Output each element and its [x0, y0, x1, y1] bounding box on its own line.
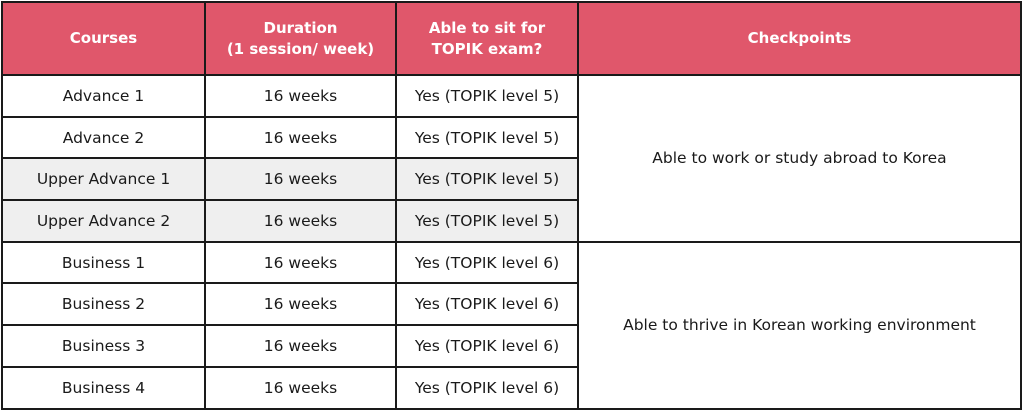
- topik-cell: Yes (TOPIK level 5): [395, 115, 579, 160]
- table-row: Business 3 16 weeks Yes (TOPIK level 6): [1, 324, 1021, 368]
- table-row: Upper Advance 2 16 weeks Yes (TOPIK level …: [1, 199, 1021, 243]
- header-courses: Courses: [1, 1, 206, 76]
- checkpoint-cell: Able to thrive in Korean working environ…: [577, 240, 1022, 410]
- header-checkpoints: Checkpoints: [577, 1, 1022, 76]
- course-cell: Advance 2: [1, 115, 206, 160]
- header-topik-line2: TOPIK exam?: [431, 39, 543, 58]
- course-cell: Upper Advance 2: [1, 199, 206, 243]
- course-cell: Business 1: [1, 240, 206, 285]
- topik-cell: Yes (TOPIK level 6): [395, 365, 579, 410]
- topik-cell: Yes (TOPIK level 5): [395, 199, 579, 243]
- duration-cell: 16 weeks: [204, 365, 397, 410]
- course-cell: Business 4: [1, 365, 206, 410]
- table-row: Business 1 16 weeks Yes (TOPIK level 6) Abl…: [1, 240, 1022, 410]
- duration-cell: 16 weeks: [204, 324, 397, 368]
- header-topik-line1: Able to sit for: [428, 18, 546, 37]
- topik-cell: Yes (TOPIK level 6): [395, 240, 579, 285]
- course-cell: Advance 1: [1, 74, 206, 118]
- header-row: Courses Duration (1 session/ week) Able t…: [1, 1, 1022, 76]
- duration-cell: 16 weeks: [204, 74, 397, 118]
- duration-cell: 16 weeks: [204, 282, 397, 327]
- table-row: Upper Advance 1 16 weeks Yes (TOPIK level …: [1, 157, 1021, 202]
- duration-cell: 16 weeks: [204, 240, 397, 285]
- header-duration-line2: (1 session/ week): [226, 39, 375, 58]
- header-duration-line1: Duration: [263, 18, 338, 37]
- checkpoint-cell: Able to work or study abroad to Korea: [577, 74, 1022, 243]
- course-cell: Upper Advance 1: [1, 157, 206, 202]
- table-row: Business 4 16 weeks Yes (TOPIK level 6): [1, 365, 1021, 410]
- topik-cell: Yes (TOPIK level 5): [395, 74, 579, 118]
- header-duration: Duration (1 session/ week): [204, 1, 397, 76]
- header-topik: Able to sit for TOPIK exam?: [395, 1, 579, 76]
- duration-cell: 16 weeks: [204, 115, 397, 160]
- topik-cell: Yes (TOPIK level 5): [395, 157, 579, 202]
- duration-cell: 16 weeks: [204, 157, 397, 202]
- topik-cell: Yes (TOPIK level 6): [395, 282, 579, 327]
- course-cell: Business 3: [1, 324, 206, 368]
- table-row: Advance 1 16 weeks Yes (TOPIK level 5) Able…: [1, 74, 1022, 243]
- table-row: Advance 2 16 weeks Yes (TOPIK level 5): [1, 115, 1021, 160]
- topik-cell: Yes (TOPIK level 6): [395, 324, 579, 368]
- table-row: Business 2 16 weeks Yes (TOPIK level 6): [1, 282, 1021, 327]
- duration-cell: 16 weeks: [204, 199, 397, 243]
- course-cell: Business 2: [1, 282, 206, 327]
